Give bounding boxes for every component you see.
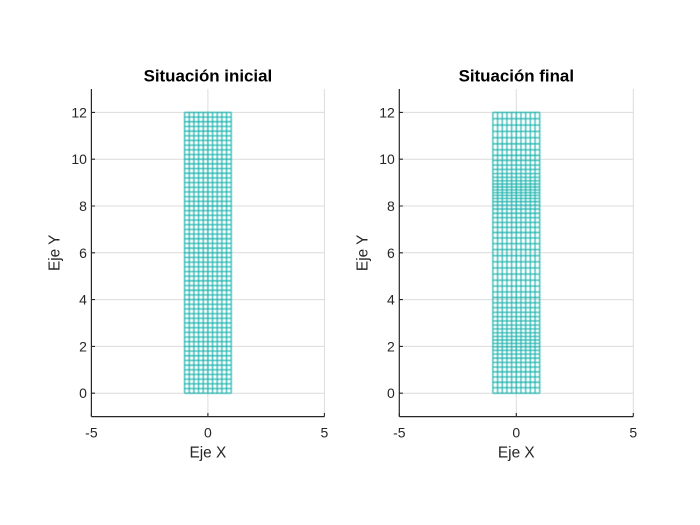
svg-text:4: 4 bbox=[387, 292, 395, 308]
svg-text:12: 12 bbox=[379, 104, 395, 120]
svg-text:4: 4 bbox=[79, 292, 87, 308]
svg-text:8: 8 bbox=[387, 198, 395, 214]
svg-text:12: 12 bbox=[71, 104, 87, 120]
svg-text:0: 0 bbox=[512, 424, 520, 440]
svg-text:8: 8 bbox=[79, 198, 87, 214]
svg-text:10: 10 bbox=[379, 151, 395, 167]
svg-text:Eje X: Eje X bbox=[190, 444, 227, 461]
svg-text:Situación final: Situación final bbox=[459, 67, 574, 86]
svg-text:Eje Y: Eje Y bbox=[354, 235, 371, 272]
svg-text:10: 10 bbox=[71, 151, 87, 167]
svg-text:-5: -5 bbox=[393, 424, 406, 440]
svg-text:6: 6 bbox=[79, 245, 87, 261]
svg-text:0: 0 bbox=[204, 424, 212, 440]
svg-text:2: 2 bbox=[387, 338, 395, 354]
svg-text:5: 5 bbox=[629, 424, 637, 440]
svg-text:0: 0 bbox=[79, 385, 87, 401]
svg-text:Eje Y: Eje Y bbox=[46, 235, 63, 272]
svg-text:-5: -5 bbox=[85, 424, 98, 440]
svg-text:0: 0 bbox=[387, 385, 395, 401]
svg-text:2: 2 bbox=[79, 338, 87, 354]
svg-text:6: 6 bbox=[387, 245, 395, 261]
svg-text:5: 5 bbox=[321, 424, 329, 440]
svg-text:Eje X: Eje X bbox=[498, 444, 535, 461]
svg-text:Situación inicial: Situación inicial bbox=[144, 67, 273, 86]
